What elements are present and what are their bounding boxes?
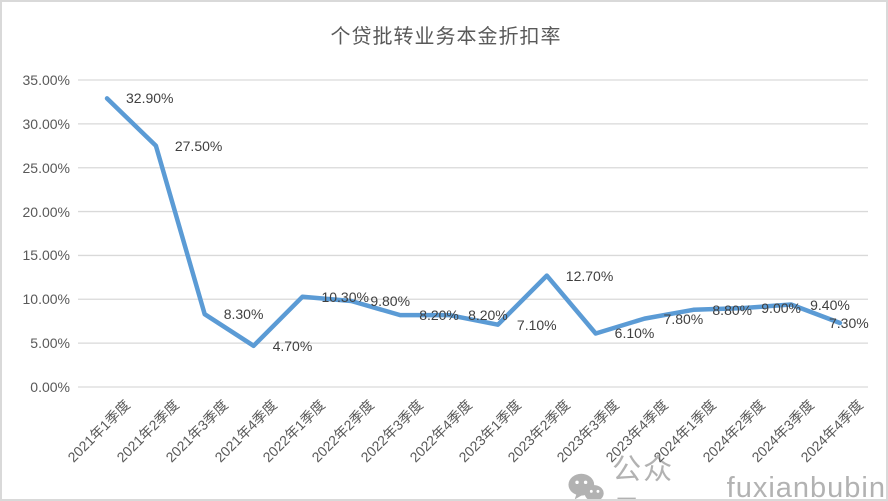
data-label: 7.10%: [516, 316, 557, 333]
y-tick-label: 10.00%: [22, 291, 70, 308]
data-label: 7.30%: [829, 314, 869, 331]
data-label: 9.40%: [810, 296, 850, 313]
chart-title: 个贷批转业务本金折扣率: [330, 26, 562, 48]
data-label: 12.70%: [565, 267, 614, 284]
trend-line: [104, 96, 843, 349]
data-label: 4.70%: [272, 337, 313, 354]
y-tick-label: 30.00%: [22, 115, 70, 132]
wechat-icon: [568, 473, 604, 499]
y-tick-label: 20.00%: [22, 203, 70, 220]
y-tick-label: 5.00%: [30, 335, 70, 352]
watermark-cn-text: 公众号: [612, 454, 675, 499]
data-label: 8.30%: [223, 306, 264, 323]
data-label: 8.80%: [712, 301, 753, 318]
y-tick-label: 35.00%: [22, 72, 70, 88]
data-label: 9.80%: [370, 293, 411, 310]
data-label: 10.30%: [321, 288, 369, 305]
data-label: 9.00%: [761, 300, 801, 317]
data-label: 7.80%: [663, 310, 704, 327]
y-tick-label: 25.00%: [22, 159, 70, 176]
watermark-en-text: fuxianbubin: [726, 471, 886, 501]
y-tick-label: 15.00%: [22, 247, 70, 264]
data-label: 8.20%: [419, 307, 459, 324]
data-label: 8.20%: [468, 307, 508, 324]
data-label: 6.10%: [614, 325, 655, 342]
data-label: 32.90%: [126, 90, 174, 107]
y-tick-label: 0.00%: [30, 379, 70, 395]
data-label: 27.50%: [174, 137, 223, 154]
gridlines: [78, 79, 868, 388]
watermark: 公众号 fuxianbubin: [568, 446, 886, 501]
